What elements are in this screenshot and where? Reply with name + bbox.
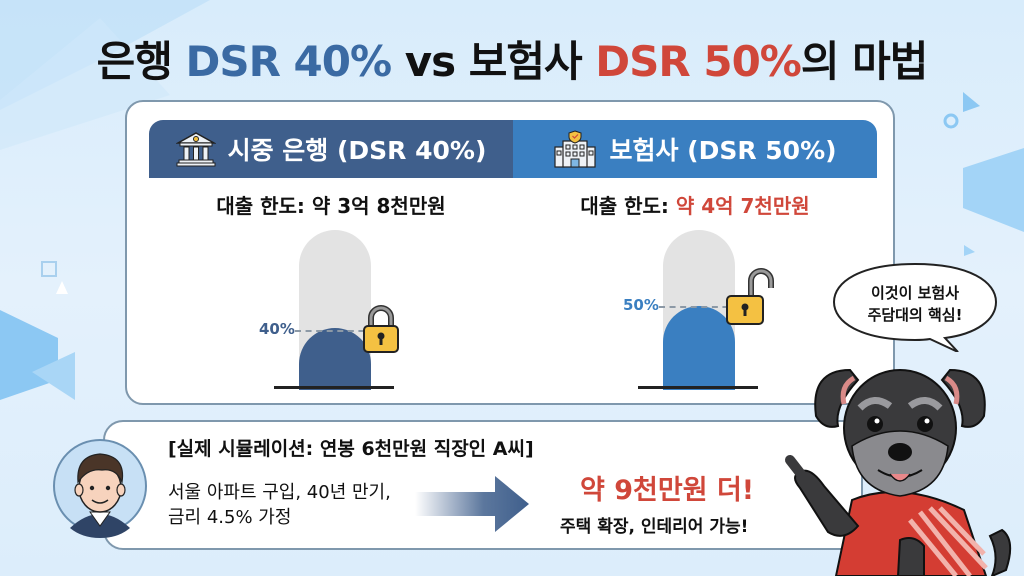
page-title: 은행 DSR 40% vs 보험사 DSR 50%의 마법 [0,28,1024,89]
comparison-card: 시중 은행 (DSR 40%) 대출 한도: 약 3억 8천만원 40% [125,100,895,405]
speech-bubble [832,262,998,352]
bank-limit-label: 대출 한도: [216,194,312,218]
simulation-result-note: 주택 확장, 인테리어 가능! [560,517,749,537]
insurer-dsr-dashline [659,306,739,308]
gauge-baseline [274,386,394,389]
insurer-panel-header: 보험사 (DSR 50%) [513,120,877,178]
simulation-result-amount: 약 9천만원 더! [580,475,755,506]
title-bank-dsr: DSR 40% [185,37,392,86]
title-text-bank: 은행 [96,37,186,86]
lock-closed-icon [363,305,399,353]
simulation-title: [실제 시뮬레이션: 연봉 6천만원 직장인 A씨] [168,438,534,460]
arrow-right-icon [415,476,529,532]
bank-dsr-label: 40% [259,320,295,338]
insurer-dsr-gauge [663,230,735,390]
gauge-baseline [638,386,758,389]
gauge-fill [663,306,735,390]
insurer-dsr-label: 50% [623,296,659,314]
bank-panel: 시중 은행 (DSR 40%) 대출 한도: 약 3억 8천만원 40% [149,120,513,390]
bank-loan-limit: 대출 한도: 약 3억 8천만원 [149,190,513,219]
businessman-avatar [53,439,147,538]
title-text-insurer: vs 보험사 [391,37,596,86]
speech-bubble-text: 이것이 보험사 주담대의 핵심! [845,282,985,326]
insurer-panel: 보험사 (DSR 50%) 대출 한도: 약 4억 7천만원 50% [513,120,877,390]
simulation-card [103,420,863,550]
bank-building-icon [175,132,216,167]
insurer-panel-title: 보험사 (DSR 50%) [609,136,837,165]
speech-line-2: 주담대의 핵심! [867,306,963,324]
simulation-desc-line2: 금리 4.5% 가정 [168,507,292,528]
lock-open-icon [726,268,774,325]
title-insurer-dsr: DSR 50% [595,37,802,86]
speech-line-1: 이것이 보험사 [870,284,960,302]
schnauzer-mascot [785,368,1012,576]
bank-limit-value: 약 3억 8천만원 [311,194,446,218]
insurer-loan-limit: 대출 한도: 약 4억 7천만원 [513,190,877,219]
insurer-limit-label: 대출 한도: [580,194,676,218]
gauge-fill [299,328,371,390]
simulation-description: 서울 아파트 구입, 40년 만기, 금리 4.5% 가정 [168,480,391,530]
bank-panel-header: 시중 은행 (DSR 40%) [149,120,513,178]
simulation-desc-line1: 서울 아파트 구입, 40년 만기, [168,482,391,503]
office-building-shield-icon [554,130,597,168]
insurer-limit-value: 약 4억 7천만원 [675,194,810,218]
bank-panel-title: 시중 은행 (DSR 40%) [227,136,487,165]
title-text-magic: 의 마법 [800,37,929,86]
bank-dsr-gauge [299,230,371,390]
bank-dsr-dashline [295,330,375,332]
